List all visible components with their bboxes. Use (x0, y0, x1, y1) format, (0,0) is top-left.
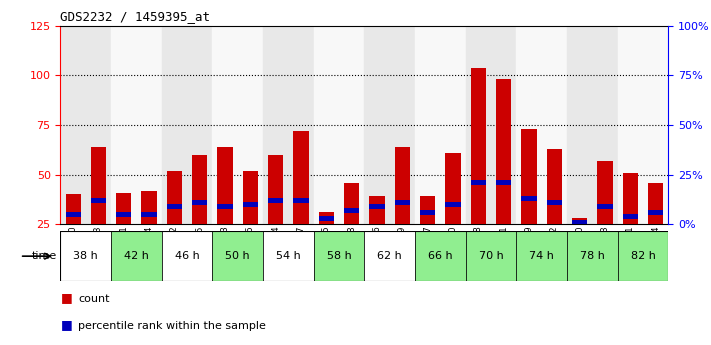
Bar (116, 212, 132, 217)
FancyBboxPatch shape (314, 231, 364, 281)
Bar (218, 204, 232, 209)
Text: 46 h: 46 h (175, 251, 200, 261)
Bar (141, 190, 156, 224)
FancyBboxPatch shape (618, 231, 668, 281)
Bar (192, 155, 208, 224)
Bar (319, 216, 334, 221)
Bar (547, 149, 562, 224)
Bar (370, 197, 385, 224)
Text: count: count (78, 294, 109, 304)
Bar (597, 161, 613, 224)
Text: 62 h: 62 h (378, 251, 402, 261)
Bar (268, 198, 283, 203)
Text: 82 h: 82 h (631, 251, 656, 261)
Bar (242, 202, 258, 207)
FancyBboxPatch shape (364, 231, 415, 281)
Bar (218, 147, 232, 224)
Bar (466, 26, 516, 224)
Bar (648, 183, 663, 224)
Bar (314, 26, 364, 224)
Text: 38 h: 38 h (73, 251, 98, 261)
FancyBboxPatch shape (213, 231, 263, 281)
Text: 42 h: 42 h (124, 251, 149, 261)
FancyBboxPatch shape (415, 231, 466, 281)
Bar (618, 26, 668, 224)
Bar (116, 193, 132, 224)
Bar (65, 212, 81, 217)
Bar (547, 200, 562, 205)
Bar (395, 200, 410, 205)
FancyBboxPatch shape (162, 231, 213, 281)
Bar (370, 204, 385, 209)
FancyBboxPatch shape (60, 231, 111, 281)
FancyBboxPatch shape (466, 231, 516, 281)
Bar (65, 195, 81, 224)
Bar (263, 26, 314, 224)
Text: ■: ■ (60, 318, 73, 331)
Bar (294, 198, 309, 203)
Bar (572, 220, 587, 225)
Bar (471, 68, 486, 224)
Bar (268, 155, 283, 224)
Text: 66 h: 66 h (428, 251, 453, 261)
Bar (648, 210, 663, 215)
Bar (60, 26, 111, 224)
Text: GDS2232 / 1459395_at: GDS2232 / 1459395_at (60, 10, 210, 23)
Text: 74 h: 74 h (529, 251, 554, 261)
Bar (344, 208, 359, 213)
Bar (415, 26, 466, 224)
Bar (319, 213, 334, 224)
Bar (91, 147, 106, 224)
Bar (521, 129, 537, 224)
Text: 70 h: 70 h (479, 251, 503, 261)
FancyBboxPatch shape (263, 231, 314, 281)
Bar (496, 180, 511, 185)
Text: 54 h: 54 h (276, 251, 301, 261)
Text: ■: ■ (60, 290, 73, 304)
Bar (192, 200, 208, 205)
FancyBboxPatch shape (567, 231, 618, 281)
Bar (167, 204, 182, 209)
Bar (471, 180, 486, 185)
Bar (445, 202, 461, 207)
Bar (91, 198, 106, 203)
FancyBboxPatch shape (516, 231, 567, 281)
Text: 78 h: 78 h (580, 251, 605, 261)
Bar (141, 212, 156, 217)
Bar (496, 79, 511, 224)
Bar (294, 131, 309, 224)
Bar (420, 210, 435, 215)
Text: time: time (31, 251, 57, 261)
Bar (162, 26, 213, 224)
Text: 50 h: 50 h (225, 251, 250, 261)
Bar (623, 214, 638, 219)
Bar (420, 197, 435, 224)
Text: 58 h: 58 h (326, 251, 351, 261)
FancyBboxPatch shape (111, 231, 162, 281)
Bar (213, 26, 263, 224)
Bar (111, 26, 162, 224)
Bar (395, 147, 410, 224)
Bar (167, 171, 182, 224)
Bar (521, 196, 537, 201)
Text: percentile rank within the sample: percentile rank within the sample (78, 321, 266, 331)
Bar (572, 218, 587, 224)
Bar (597, 204, 613, 209)
Bar (364, 26, 415, 224)
Bar (242, 171, 258, 224)
Bar (445, 153, 461, 224)
Bar (623, 173, 638, 224)
Bar (344, 183, 359, 224)
Bar (567, 26, 618, 224)
Bar (516, 26, 567, 224)
